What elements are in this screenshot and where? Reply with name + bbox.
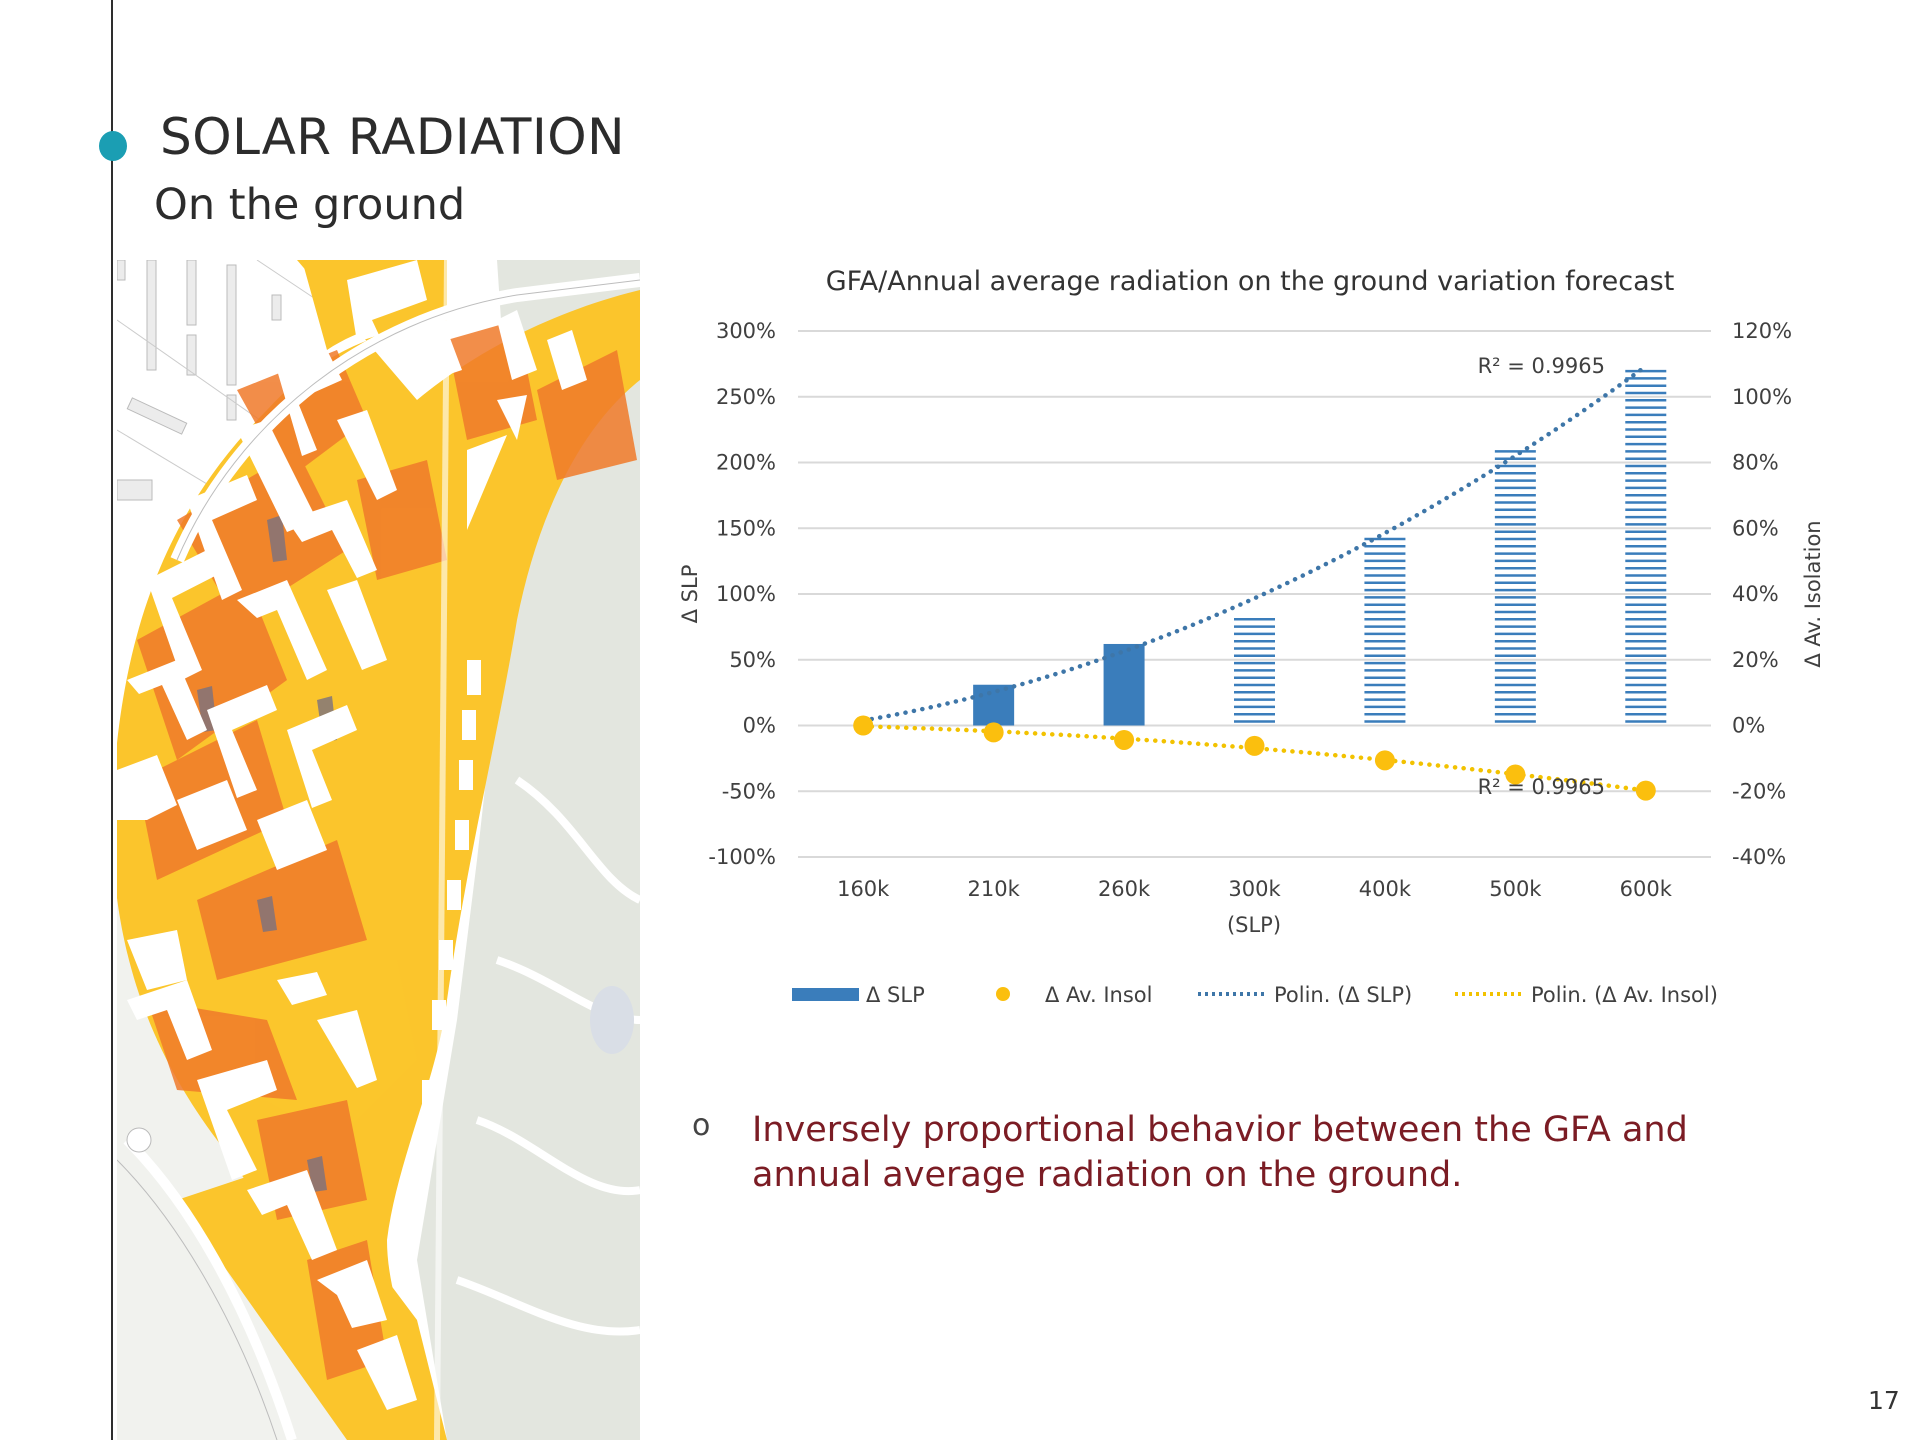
legend-swatch-slp — [792, 988, 859, 1001]
y2-tick-label: 100% — [1732, 385, 1792, 409]
y2-tick-label: 0% — [1732, 714, 1765, 738]
gridlines — [798, 330, 1711, 858]
y-axis-tick-labels: 300% 250% 200% 150% 100% 50% 0% -50% -100% — [708, 319, 776, 869]
y-tick-label: 50% — [729, 648, 776, 672]
y2-tick-label: -20% — [1732, 779, 1786, 803]
slp-bars — [973, 369, 1667, 726]
section-marker-dot — [99, 131, 127, 161]
y2-tick-label: 120% — [1732, 319, 1792, 343]
y-tick-label: -100% — [708, 845, 776, 869]
bullet-text: Inversely proportional behavior between … — [752, 1110, 1688, 1195]
insol-points — [853, 715, 1656, 801]
insol-point-300k — [1244, 735, 1265, 756]
y2-tick-label: 60% — [1732, 516, 1779, 540]
y-tick-label: 300% — [716, 319, 776, 343]
x-axis-tick-labels: 160k 210k 260k 300k 400k 500k 600k — [837, 877, 1673, 901]
trendlines — [860, 364, 1649, 793]
bullet-marker: o — [692, 1108, 711, 1143]
insol-point-210k — [983, 722, 1004, 743]
legend-label-poly-insol: Polin. (Δ Av. Insol) — [1531, 983, 1718, 1007]
y2-tick-label: 40% — [1732, 582, 1779, 606]
x-tick-label: 210k — [968, 877, 1021, 901]
x-axis-title: (SLP) — [1227, 913, 1281, 937]
bar-260k — [1103, 643, 1145, 726]
y-tick-label: 100% — [716, 582, 776, 606]
y-axis-title: Δ SLP — [678, 565, 702, 624]
page-number: 17 — [1868, 1386, 1900, 1415]
legend-label-poly-slp: Polin. (Δ SLP) — [1274, 983, 1412, 1007]
y2-tick-label: -40% — [1732, 845, 1786, 869]
legend-label-slp: Δ SLP — [866, 983, 925, 1007]
solar-radiation-map — [117, 260, 640, 1440]
x-tick-label: 500k — [1489, 877, 1542, 901]
x-tick-label: 400k — [1359, 877, 1412, 901]
bar-400k — [1364, 537, 1406, 723]
legend-label-insol: Δ Av. Insol — [1045, 983, 1152, 1007]
insol-point-500k — [1505, 764, 1526, 785]
y2-axis-title: Δ Av. Isolation — [1801, 520, 1825, 667]
chart-title: GFA/Annual average radiation on the grou… — [826, 266, 1675, 297]
legend: Δ SLP Δ Av. Insol Polin. (Δ SLP) Polin. … — [792, 983, 1718, 1007]
y2-tick-label: 80% — [1732, 451, 1779, 475]
y-tick-label: 150% — [716, 516, 776, 540]
bar-210k — [973, 684, 1015, 726]
x-tick-label: 600k — [1620, 877, 1673, 901]
bar-500k — [1494, 450, 1536, 723]
y2-tick-label: 20% — [1732, 648, 1779, 672]
trendline-slp — [860, 364, 1649, 723]
legend-swatch-insol — [996, 987, 1010, 1001]
timeline-line — [111, 0, 113, 1440]
y2-axis-tick-labels: 120% 100% 80% 60% 40% 20% 0% -20% -40% — [1732, 319, 1792, 869]
y-tick-label: 250% — [716, 385, 776, 409]
insol-point-160k — [853, 715, 874, 736]
bar-300k — [1234, 618, 1275, 723]
r2-label-insol: R² = 0.9965 — [1478, 775, 1605, 799]
x-tick-label: 260k — [1098, 877, 1151, 901]
x-tick-label: 300k — [1228, 877, 1281, 901]
insol-point-600k — [1635, 780, 1656, 801]
y-tick-label: -50% — [722, 779, 776, 803]
insol-point-260k — [1114, 729, 1135, 750]
bar-600k — [1625, 369, 1667, 723]
r2-label-slp: R² = 0.9965 — [1478, 354, 1605, 378]
insol-point-400k — [1374, 750, 1395, 771]
slide-title: SOLAR RADIATION — [160, 108, 625, 166]
y-tick-label: 0% — [743, 714, 776, 738]
y-tick-label: 200% — [716, 451, 776, 475]
x-tick-label: 160k — [837, 877, 890, 901]
slide-subtitle: On the ground — [154, 180, 466, 230]
